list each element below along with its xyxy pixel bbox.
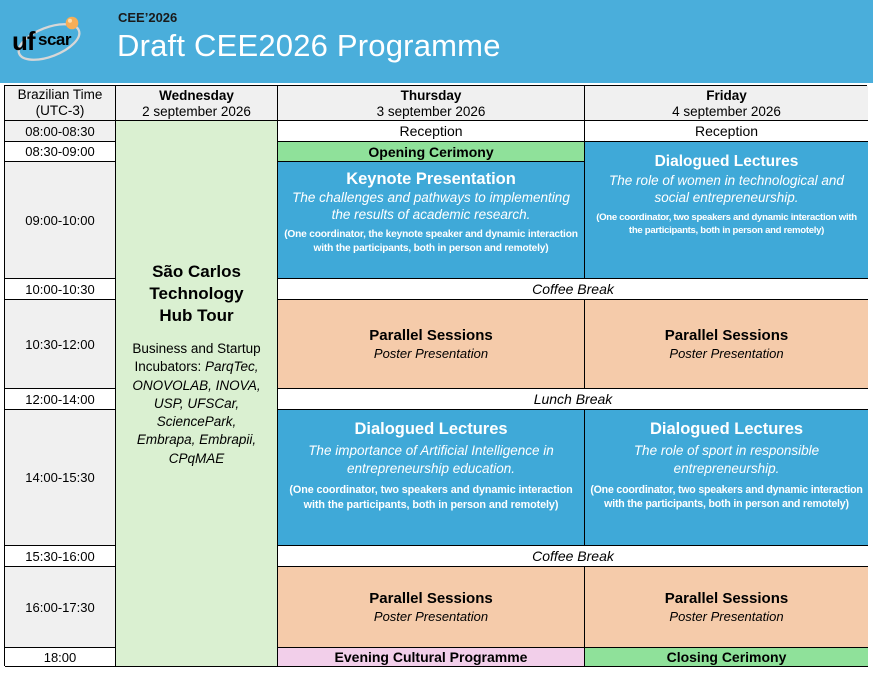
svg-text:uf: uf [12,26,36,56]
svg-text:scar: scar [38,30,72,49]
